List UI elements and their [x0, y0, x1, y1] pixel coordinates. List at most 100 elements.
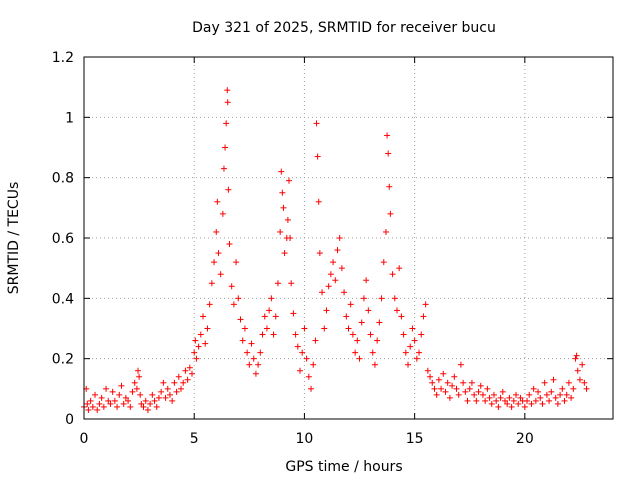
data-point [541, 379, 548, 386]
data-point [510, 397, 517, 404]
data-point [292, 331, 299, 338]
data-point [559, 385, 566, 392]
data-point [125, 397, 132, 404]
data-point [244, 349, 251, 356]
data-point [312, 337, 319, 344]
data-point [506, 394, 513, 401]
data-point [303, 355, 310, 362]
data-point [576, 376, 583, 383]
data-point [272, 313, 279, 320]
data-point [440, 370, 447, 377]
data-point [173, 388, 180, 395]
data-point [420, 313, 427, 320]
y-tick-label: 0 [65, 412, 74, 428]
data-point [323, 307, 330, 314]
data-point [471, 391, 478, 398]
data-point [356, 355, 363, 362]
x-tick-label: 5 [190, 431, 199, 447]
data-point [310, 361, 317, 368]
data-point [191, 349, 198, 356]
data-point [129, 388, 136, 395]
data-point [261, 313, 268, 320]
data-point [504, 400, 511, 407]
x-tick-label: 10 [296, 431, 314, 447]
data-point [330, 259, 337, 266]
data-point [442, 388, 449, 395]
data-point [493, 397, 500, 404]
data-point [365, 307, 372, 314]
data-point [127, 403, 134, 410]
data-point [497, 394, 504, 401]
data-point [116, 391, 123, 398]
data-point [486, 394, 493, 401]
data-point [314, 153, 321, 160]
data-point [524, 397, 531, 404]
data-point [341, 289, 348, 296]
data-point [374, 337, 381, 344]
y-axis-label: SRMTID / TECUs [6, 182, 22, 295]
data-point [225, 186, 232, 193]
data-point [279, 189, 286, 196]
data-point [530, 385, 537, 392]
data-point [433, 391, 440, 398]
data-point [400, 331, 407, 338]
data-point [528, 400, 535, 407]
data-point [288, 280, 295, 287]
data-point [222, 144, 229, 151]
data-point [334, 247, 341, 254]
data-point [546, 397, 553, 404]
data-point [118, 382, 125, 389]
data-point [239, 337, 246, 344]
data-point [153, 403, 160, 410]
data-point [162, 394, 169, 401]
data-point [460, 379, 467, 386]
data-point [228, 283, 235, 290]
x-tick-label: 15 [406, 431, 424, 447]
data-point [427, 373, 434, 380]
data-point [488, 400, 495, 407]
x-tick-label: 0 [80, 431, 89, 447]
data-point [407, 343, 414, 350]
data-point [219, 210, 226, 217]
data-point [164, 385, 171, 392]
data-point [583, 385, 590, 392]
data-point [223, 120, 230, 127]
data-point [248, 340, 255, 347]
data-point [160, 379, 167, 386]
data-point [136, 373, 143, 380]
data-point [343, 313, 350, 320]
data-point [274, 280, 281, 287]
data-point [241, 325, 248, 332]
data-point [313, 120, 320, 127]
data-point [100, 403, 107, 410]
data-point [280, 204, 287, 211]
data-point [215, 250, 222, 257]
data-point [235, 295, 242, 302]
data-point [294, 343, 301, 350]
data-point [206, 301, 213, 308]
plot-frame [83, 56, 614, 420]
data-point [87, 397, 94, 404]
data-point [94, 406, 101, 413]
data-point [579, 361, 586, 368]
data-point [84, 400, 91, 407]
data-point [435, 376, 442, 383]
data-point [455, 391, 462, 398]
data-point [278, 168, 285, 175]
x-axis-label: GPS time / hours [285, 459, 402, 475]
data-point [369, 349, 376, 356]
y-tick-label: 0.8 [52, 171, 74, 187]
data-point [120, 400, 127, 407]
data-point [573, 352, 580, 359]
data-point [255, 361, 262, 368]
x-tick-label: 20 [516, 431, 534, 447]
data-point [257, 349, 264, 356]
data-point [405, 361, 412, 368]
data-point [554, 400, 561, 407]
data-point [182, 367, 189, 374]
data-point [386, 183, 393, 190]
data-point [501, 397, 508, 404]
data-point [202, 340, 209, 347]
data-point [224, 87, 231, 94]
data-point [319, 289, 326, 296]
